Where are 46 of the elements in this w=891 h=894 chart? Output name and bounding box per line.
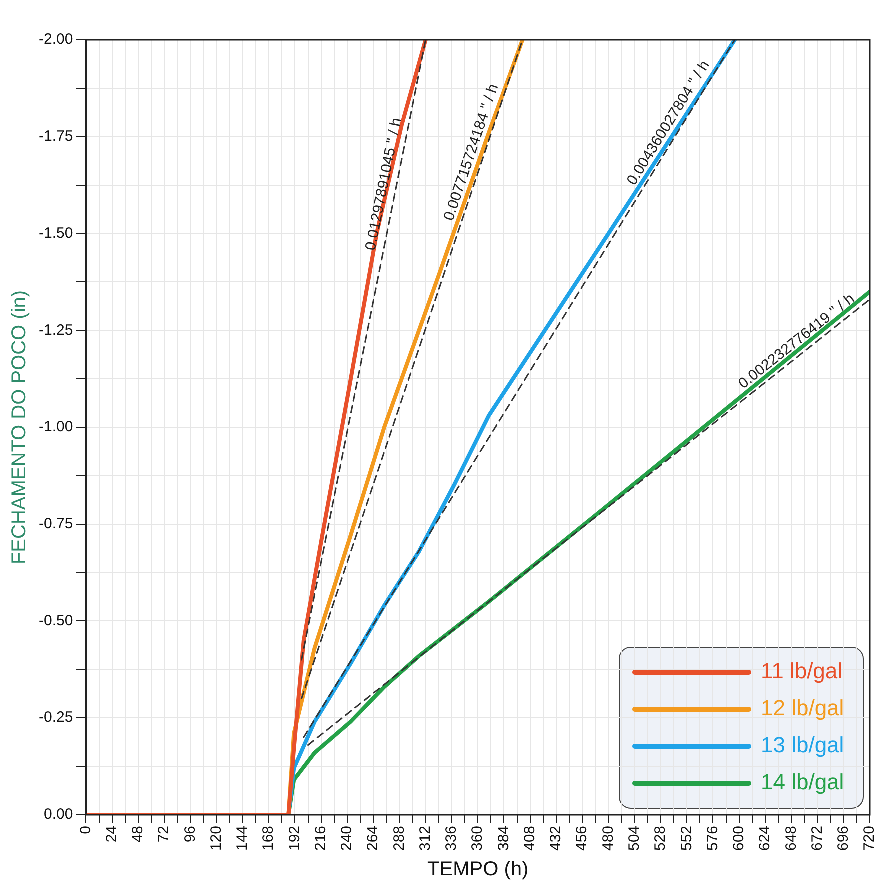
x-tick-label: 48 (130, 826, 147, 843)
x-tick-label: 456 (574, 826, 591, 852)
text: 11 lb/gal (761, 658, 843, 684)
x-tick-label: 216 (312, 826, 330, 852)
x-tick-label: 408 (521, 826, 538, 852)
x-axis-title: TEMPO (h) (428, 858, 529, 881)
y-tick-label: -1.25 (38, 322, 74, 339)
y-tick-label: 0.00 (44, 806, 74, 824)
y-tick-label: -2.00 (38, 31, 74, 48)
x-tick-label: 432 (548, 826, 565, 852)
x-tick-label: 648 (782, 826, 800, 852)
x-tick-label: 576 (704, 826, 722, 852)
text: 13 lb/gal (761, 732, 844, 758)
y-tick-label: -1.50 (38, 224, 74, 242)
y-axis-title: FECHAMENTO DO POCO (in) (8, 290, 31, 565)
x-tick-label: 168 (260, 826, 278, 852)
x-tick-label: 528 (652, 826, 670, 852)
x-tick-label: 336 (443, 826, 460, 852)
y-tick-label: -0.25 (38, 709, 74, 726)
text: 14 lb/gal (761, 770, 844, 795)
x-tick-label: 0 (77, 826, 94, 834)
y-tick-label: -0.50 (38, 612, 74, 630)
x-tick-label: 144 (234, 826, 252, 852)
x-tick-label: 240 (338, 826, 356, 852)
x-tick-label: 24 (103, 826, 120, 843)
y-tick-label: -1.00 (38, 418, 74, 436)
x-tick-label: 720 (861, 826, 878, 852)
y-tick-label: -1.75 (38, 128, 74, 146)
x-tick-label: 480 (600, 826, 617, 852)
x-tick-label: 120 (208, 826, 225, 852)
x-tick-label: 72 (156, 826, 173, 843)
x-tick-label: 288 (390, 826, 408, 852)
x-tick-label: 696 (835, 826, 852, 852)
x-tick-label: 192 (286, 826, 304, 852)
x-tick-label: 312 (416, 826, 434, 852)
text: 12 lb/gal (761, 696, 844, 721)
x-tick-label: 600 (730, 826, 748, 852)
x-tick-label: 552 (678, 826, 696, 852)
x-tick-label: 672 (808, 826, 826, 852)
y-tick-label: -0.75 (38, 516, 74, 532)
x-tick-label: 624 (756, 826, 774, 852)
x-tick-label: 384 (495, 826, 512, 852)
x-tick-label: 360 (469, 826, 486, 852)
x-tick-label: 504 (626, 826, 643, 852)
x-tick-label: 96 (182, 826, 199, 843)
x-tick-label: 264 (364, 826, 382, 852)
